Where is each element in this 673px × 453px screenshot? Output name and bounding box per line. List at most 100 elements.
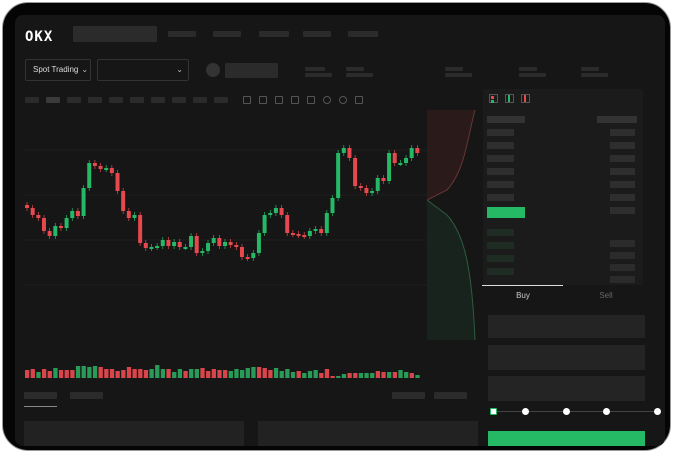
- volume-bar: [87, 367, 92, 378]
- candle-down: [138, 215, 143, 243]
- buy-button[interactable]: [488, 431, 645, 446]
- percent-slider[interactable]: [493, 411, 657, 412]
- candle-up: [149, 247, 154, 249]
- ticker-stat: [581, 67, 599, 71]
- timeframe-button[interactable]: [25, 97, 39, 103]
- candle-down: [279, 208, 284, 215]
- settings-icon[interactable]: [275, 96, 283, 104]
- candle-up: [223, 242, 227, 246]
- candle-down: [115, 173, 120, 191]
- volume-bar: [104, 369, 109, 378]
- ask-size: [610, 207, 635, 214]
- volume-bar: [307, 371, 313, 378]
- timeframe-button[interactable]: [151, 97, 165, 103]
- timeframe-button[interactable]: [193, 97, 207, 103]
- volume-bar: [285, 369, 290, 378]
- amount-input[interactable]: [488, 345, 645, 370]
- tab-buy[interactable]: Buy: [516, 291, 530, 300]
- search-bar[interactable]: [73, 26, 157, 42]
- nav-item[interactable]: [303, 31, 331, 37]
- circle-icon[interactable]: [339, 96, 347, 104]
- slider-stop[interactable]: [563, 408, 570, 415]
- ticker-stat: [519, 67, 537, 71]
- candle-down: [245, 257, 250, 259]
- volume-bar: [98, 367, 103, 378]
- slider-stop[interactable]: [490, 408, 497, 415]
- candle-down: [381, 178, 386, 181]
- tab-open-orders[interactable]: [24, 392, 57, 399]
- volume-bar: [25, 370, 30, 378]
- market-type-select[interactable]: Spot Trading ⌄: [25, 59, 91, 81]
- ticker-stat: [346, 67, 364, 71]
- nav-item[interactable]: [348, 31, 378, 37]
- timeframe-button[interactable]: [109, 97, 123, 103]
- slider-stop[interactable]: [654, 408, 661, 415]
- tab-history[interactable]: [70, 392, 103, 399]
- volume-bar: [126, 367, 132, 378]
- tab-sell[interactable]: Sell: [599, 291, 613, 300]
- filter-button[interactable]: [434, 392, 467, 399]
- candle-up: [81, 188, 86, 216]
- candle-down: [121, 191, 126, 211]
- candle-down: [364, 188, 369, 193]
- volume-bar: [370, 373, 375, 378]
- volume-bar: [217, 370, 222, 378]
- slider-stop[interactable]: [522, 408, 529, 415]
- candle-down: [194, 236, 199, 253]
- timeframe-button[interactable]: [46, 97, 60, 103]
- volume-bar: [415, 375, 420, 378]
- candle-up: [104, 168, 109, 170]
- pair-select[interactable]: ⌄: [97, 59, 189, 81]
- candle-up: [324, 213, 329, 233]
- volume-bar: [387, 372, 392, 378]
- candle-down: [47, 231, 52, 236]
- volume-bar: [64, 370, 69, 378]
- volume-bar: [364, 373, 369, 378]
- orderbook-both-icon[interactable]: [489, 94, 498, 103]
- mid-price: [487, 207, 525, 218]
- candlestick-chart[interactable]: [23, 120, 433, 380]
- candle-down: [302, 235, 307, 237]
- volume-bar: [206, 371, 211, 378]
- candle-down: [126, 211, 131, 218]
- nav-item[interactable]: [259, 31, 289, 37]
- timeframe-button[interactable]: [214, 97, 228, 103]
- candle-down: [58, 226, 63, 228]
- timeframe-button[interactable]: [88, 97, 102, 103]
- orderbook-sell-icon[interactable]: [521, 94, 530, 103]
- bid-size: [610, 276, 635, 283]
- timeframe-button[interactable]: [172, 97, 186, 103]
- volume-bar: [375, 371, 381, 378]
- timeframe-button[interactable]: [67, 97, 81, 103]
- order-card: [24, 421, 244, 446]
- nav-item[interactable]: [168, 31, 196, 37]
- nav-item[interactable]: [213, 31, 241, 37]
- volume-bar: [302, 373, 307, 378]
- candle-down: [41, 218, 46, 231]
- candle-down: [319, 229, 324, 233]
- candle-up: [200, 251, 205, 253]
- indicator-icon[interactable]: [243, 96, 251, 104]
- bid-price: [487, 242, 514, 249]
- candle-up: [87, 163, 92, 188]
- slider-stop[interactable]: [603, 408, 610, 415]
- bid-size: [610, 240, 635, 247]
- ask-size: [610, 155, 635, 162]
- total-input[interactable]: [488, 376, 645, 401]
- depth-chart: [427, 110, 476, 340]
- price-input[interactable]: [488, 315, 645, 338]
- volume-bar: [92, 366, 98, 378]
- timeframe-button[interactable]: [130, 97, 144, 103]
- expand-icon[interactable]: [355, 96, 363, 104]
- orderbook-buy-icon[interactable]: [505, 94, 514, 103]
- volume-bar: [251, 367, 256, 378]
- orderbook-header: [487, 116, 525, 123]
- target-icon[interactable]: [323, 96, 331, 104]
- volume-bar: [404, 372, 409, 378]
- line-tool-icon[interactable]: [291, 96, 299, 104]
- volume-bar: [155, 365, 160, 378]
- chevron-down-icon: ⌄: [176, 65, 183, 74]
- filter-button[interactable]: [392, 392, 425, 399]
- chart-type-icon[interactable]: [259, 96, 267, 104]
- pen-tool-icon[interactable]: [307, 96, 315, 104]
